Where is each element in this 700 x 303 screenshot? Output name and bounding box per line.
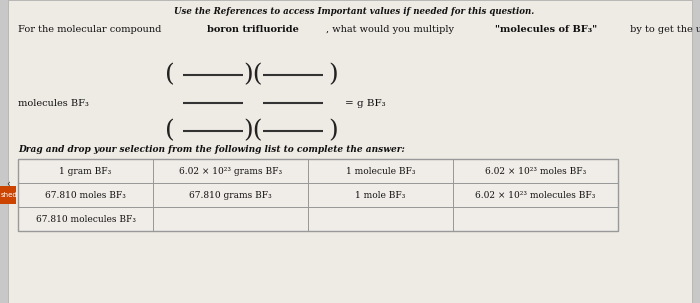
Bar: [453, 183, 618, 207]
Text: ): ): [328, 64, 338, 86]
Text: "molecules of BF₃": "molecules of BF₃": [495, 25, 597, 34]
Text: , what would you multiply: , what would you multiply: [326, 25, 456, 34]
Text: Drag and drop your selection from the following list to complete the answer:: Drag and drop your selection from the fo…: [18, 145, 405, 154]
Text: 6.02 × 10²³ moles BF₃: 6.02 × 10²³ moles BF₃: [485, 167, 586, 175]
Text: 1 molecule BF₃: 1 molecule BF₃: [346, 167, 415, 175]
Bar: [18, 159, 618, 231]
Bar: [153, 183, 308, 207]
Text: 1 mole BF₃: 1 mole BF₃: [356, 191, 406, 199]
Text: ): ): [328, 119, 338, 142]
Bar: [453, 207, 618, 231]
Bar: [0, 186, 16, 204]
Text: 67.810 moles BF₃: 67.810 moles BF₃: [45, 191, 126, 199]
Text: For the molecular compound: For the molecular compound: [18, 25, 164, 34]
Text: 67.810 molecules BF₃: 67.810 molecules BF₃: [36, 215, 136, 224]
Text: 6.02 × 10²³ grams BF₃: 6.02 × 10²³ grams BF₃: [179, 167, 282, 175]
Text: Use the References to access Important values if needed for this question.: Use the References to access Important v…: [174, 7, 534, 16]
Bar: [308, 207, 453, 231]
Bar: [18, 159, 153, 183]
Text: 1 gram BF₃: 1 gram BF₃: [60, 167, 111, 175]
Text: (: (: [165, 64, 175, 86]
Text: )(: )(: [244, 64, 262, 86]
Text: (: (: [165, 119, 175, 142]
Bar: [153, 159, 308, 183]
Bar: [453, 159, 618, 183]
Bar: [18, 183, 153, 207]
Bar: [308, 183, 453, 207]
Text: by to get the units: by to get the units: [626, 25, 700, 34]
Bar: [308, 159, 453, 183]
Text: 67.810 grams BF₃: 67.810 grams BF₃: [189, 191, 272, 199]
Text: 6.02 × 10²³ molecules BF₃: 6.02 × 10²³ molecules BF₃: [475, 191, 596, 199]
Text: ‹: ‹: [6, 179, 10, 189]
Bar: [18, 207, 153, 231]
Text: shed: shed: [1, 192, 18, 198]
Text: molecules BF₃: molecules BF₃: [18, 98, 89, 108]
Text: = g BF₃: = g BF₃: [345, 98, 386, 108]
Text: boron trifluoride: boron trifluoride: [207, 25, 299, 34]
Bar: [153, 207, 308, 231]
Text: )(: )(: [244, 119, 262, 142]
